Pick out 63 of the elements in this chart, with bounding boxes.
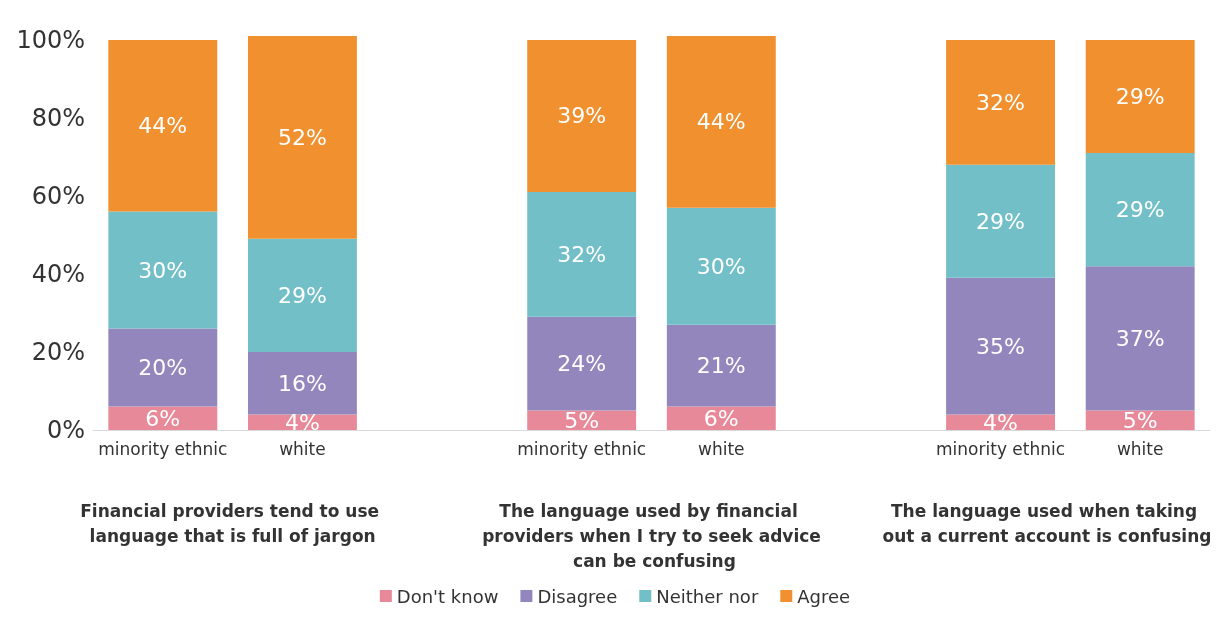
y-tick-label: 40%	[31, 259, 85, 288]
x-tick-label: white	[279, 438, 326, 459]
legend-label: Don't know	[396, 585, 499, 607]
bar	[666, 36, 776, 208]
x-tick-label: white	[698, 438, 745, 459]
bar	[527, 316, 637, 411]
data-label: 30%	[696, 253, 746, 279]
data-label: 29%	[1115, 197, 1165, 223]
y-tick-label: 80%	[31, 103, 85, 132]
data-label: 6%	[145, 405, 181, 431]
bar	[666, 324, 776, 407]
bar	[108, 211, 218, 329]
data-label: 32%	[976, 89, 1026, 115]
y-tick-label: 0%	[46, 416, 85, 444]
legend-label: Neither nor	[656, 585, 759, 607]
data-label: 4%	[284, 409, 320, 435]
data-label: 52%	[277, 124, 327, 150]
legend-label: Agree	[797, 585, 851, 607]
y-tick-label: 100%	[16, 25, 85, 54]
bar	[108, 39, 218, 212]
bar	[1085, 39, 1195, 154]
data-label: 32%	[557, 241, 607, 267]
bar	[1085, 153, 1195, 267]
legend-label: Disagree	[537, 585, 618, 607]
bar	[247, 351, 357, 415]
data-label: 44%	[696, 109, 746, 135]
x-tick-label: white	[1116, 438, 1164, 459]
data-label: 24%	[557, 351, 607, 377]
text: The language used by financial providers when I try to seek advice can be confusing	[482, 500, 821, 571]
bar	[946, 39, 1056, 165]
data-label: 5%	[1122, 407, 1158, 433]
data-label: 29%	[1115, 83, 1165, 109]
bar	[666, 207, 776, 325]
data-label: 29%	[277, 282, 327, 308]
x-tick-label: minority ethnic	[936, 438, 1066, 459]
bar	[527, 410, 637, 430]
bar	[527, 192, 637, 317]
data-label: 21%	[696, 353, 746, 379]
data-label: 16%	[277, 370, 327, 396]
bar	[946, 164, 1056, 278]
bar	[1085, 410, 1195, 430]
bar	[946, 277, 1056, 415]
bar	[527, 39, 637, 193]
data-label: 30%	[138, 257, 188, 283]
text: Financial providers tend to use language that is full of jargon	[80, 500, 385, 546]
text: The language used when taking out a current account is confusing	[882, 500, 1212, 546]
data-label: 37%	[1115, 325, 1165, 351]
x-tick-label: minority ethnic	[517, 438, 647, 459]
data-label: 20%	[138, 355, 188, 381]
data-label: 35%	[976, 333, 1026, 359]
data-label: 44%	[138, 113, 188, 139]
x-tick-label: minority ethnic	[98, 438, 228, 459]
data-label: 39%	[557, 103, 607, 129]
bar	[108, 328, 218, 407]
bar	[1085, 266, 1195, 411]
bar	[247, 238, 357, 352]
y-tick-label: 20%	[31, 337, 85, 366]
y-tick-label: 60%	[31, 181, 85, 210]
data-label: 4%	[983, 409, 1019, 435]
data-label: 5%	[564, 407, 600, 433]
bar	[247, 36, 357, 239]
data-label: 29%	[976, 208, 1026, 234]
data-label: 6%	[703, 405, 739, 431]
